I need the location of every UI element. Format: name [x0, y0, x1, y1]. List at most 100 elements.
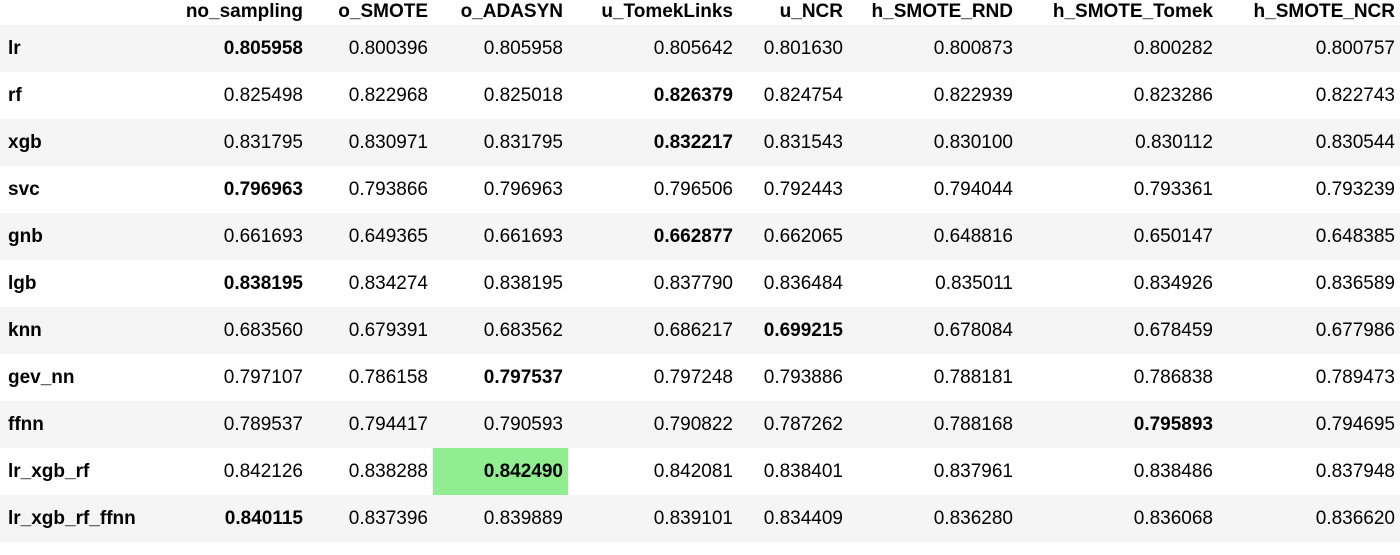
table-cell: 0.839889 — [483, 507, 563, 529]
table-row: svc 0.796963 0.793866 0.796963 0.796506 0.792… — [0, 166, 1400, 213]
row-label: lr_xgb_rf_ffnn — [8, 507, 136, 529]
table-cell: 0.796963 — [223, 178, 303, 200]
table-cell: 0.837790 — [653, 272, 733, 294]
table-cell: 0.826379 — [653, 84, 733, 106]
table-cell: 0.661693 — [483, 225, 563, 247]
table-cell: 0.797107 — [223, 366, 303, 388]
table-cell: 0.838288 — [348, 460, 428, 482]
table-cell: 0.678084 — [933, 319, 1013, 341]
table-cell: 0.838195 — [483, 272, 563, 294]
table-cell: 0.683560 — [223, 319, 303, 341]
table-cell: 0.825018 — [483, 84, 563, 106]
table-cell: 0.792443 — [763, 178, 843, 200]
table-cell: 0.686217 — [653, 319, 733, 341]
table-cell: 0.649365 — [348, 225, 428, 247]
table-cell: 0.838195 — [223, 272, 303, 294]
table-cell: 0.823286 — [1133, 84, 1213, 106]
header-row: no_sampling o_SMOTE o_ADASYN u_TomekLinks u_… — [0, 0, 1400, 25]
table-cell: 0.831795 — [483, 131, 563, 153]
table-cell: 0.830112 — [1135, 131, 1213, 153]
table-cell: 0.797537 — [483, 366, 563, 388]
row-label: knn — [8, 319, 42, 341]
table-row: gev_nn 0.797107 0.786158 0.797537 0.797248 0.… — [0, 354, 1400, 401]
table-cell: 0.832217 — [653, 131, 733, 153]
table-cell: 0.839101 — [653, 507, 733, 529]
table-cell: 0.794695 — [1315, 413, 1395, 435]
table-cell: 0.837961 — [933, 460, 1013, 482]
table-cell: 0.805958 — [483, 37, 563, 59]
table-row: rf 0.825498 0.822968 0.825018 0.826379 0.8247… — [0, 72, 1400, 119]
table-cell: 0.834409 — [763, 507, 843, 529]
table-row: xgb 0.831795 0.830971 0.831795 0.832217 0.831… — [0, 119, 1400, 166]
table-cell: 0.683562 — [483, 319, 563, 341]
table-cell: 0.789537 — [223, 413, 303, 435]
table-body: lr 0.805958 0.800396 0.805958 0.805642 0.8016… — [0, 25, 1400, 542]
table-cell: 0.800757 — [1315, 37, 1395, 59]
table-cell: 0.795893 — [1133, 413, 1213, 435]
table-row: lr_xgb_rf_ffnn 0.840115 0.837396 0.839889 0.… — [0, 495, 1400, 542]
row-label: ffnn — [8, 413, 44, 435]
table-cell: 0.796963 — [483, 178, 563, 200]
table-cell: 0.793866 — [348, 178, 428, 200]
table-cell: 0.662877 — [653, 225, 733, 247]
table-cell: 0.831543 — [763, 131, 843, 153]
table-cell: 0.835011 — [935, 272, 1013, 294]
table-cell: 0.677986 — [1315, 319, 1395, 341]
table-cell: 0.800873 — [933, 37, 1013, 59]
table-cell: 0.834926 — [1133, 272, 1213, 294]
table-cell: 0.648816 — [933, 225, 1013, 247]
table-cell: 0.805642 — [653, 37, 733, 59]
table-cell: 0.822743 — [1315, 84, 1395, 106]
table-cell: 0.790822 — [653, 413, 733, 435]
table-cell: 0.793361 — [1133, 178, 1213, 200]
table-cell: 0.789473 — [1315, 366, 1395, 388]
column-header: h_SMOTE_RND — [871, 1, 1013, 22]
table-cell: 0.842126 — [223, 460, 303, 482]
table-cell: 0.834274 — [348, 272, 428, 294]
table-cell: 0.788168 — [933, 413, 1013, 435]
table-row: lr 0.805958 0.800396 0.805958 0.805642 0.8016… — [0, 25, 1400, 72]
table-cell: 0.830971 — [348, 131, 428, 153]
table-cell: 0.836484 — [763, 272, 843, 294]
column-header: h_SMOTE_NCR — [1253, 1, 1395, 22]
table-cell: 0.794044 — [933, 178, 1013, 200]
table-cell: 0.836280 — [933, 507, 1013, 529]
row-label: lr_xgb_rf — [8, 460, 90, 482]
column-header: u_TomekLinks — [601, 1, 733, 22]
results-table: no_sampling o_SMOTE o_ADASYN u_TomekLinks u_… — [0, 0, 1400, 542]
column-header: o_SMOTE — [338, 1, 428, 22]
table-cell: 0.661693 — [223, 225, 303, 247]
table-cell: 0.797248 — [653, 366, 733, 388]
table-cell: 0.837948 — [1315, 460, 1395, 482]
table-cell: 0.662065 — [763, 225, 843, 247]
table-cell: 0.836589 — [1315, 272, 1395, 294]
table-cell: 0.786838 — [1133, 366, 1213, 388]
table-row: knn 0.683560 0.679391 0.683562 0.686217 0.699… — [0, 307, 1400, 354]
row-label: gnb — [8, 225, 43, 247]
table-cell: 0.788181 — [933, 366, 1013, 388]
table-cell: 0.786158 — [348, 366, 428, 388]
table-cell: 0.830544 — [1315, 131, 1395, 153]
column-header: h_SMOTE_Tomek — [1052, 1, 1213, 22]
table-row: lr_xgb_rf 0.842126 0.838288 0.842490 0.84208… — [0, 448, 1400, 495]
table-row: ffnn 0.789537 0.794417 0.790593 0.790822 0.78… — [0, 401, 1400, 448]
table-cell: 0.836620 — [1315, 507, 1395, 529]
table-cell: 0.842081 — [653, 460, 733, 482]
table-header: no_sampling o_SMOTE o_ADASYN u_TomekLinks u_… — [0, 0, 1400, 25]
header-corner — [0, 0, 158, 25]
column-header: no_sampling — [185, 1, 303, 22]
table-cell: 0.837396 — [348, 507, 428, 529]
table-cell: 0.699215 — [763, 319, 843, 341]
column-header: u_NCR — [779, 1, 843, 22]
row-label: svc — [8, 178, 40, 200]
table-cell: 0.679391 — [348, 319, 428, 341]
table-cell: 0.801630 — [763, 37, 843, 59]
table-cell: 0.790593 — [483, 413, 563, 435]
row-label: lr — [8, 37, 21, 59]
table-cell: 0.800396 — [348, 37, 428, 59]
table-cell: 0.825498 — [223, 84, 303, 106]
table-cell: 0.678459 — [1133, 319, 1213, 341]
table-cell: 0.838401 — [763, 460, 843, 482]
table-cell: 0.794417 — [348, 413, 428, 435]
table-cell: 0.831795 — [223, 131, 303, 153]
